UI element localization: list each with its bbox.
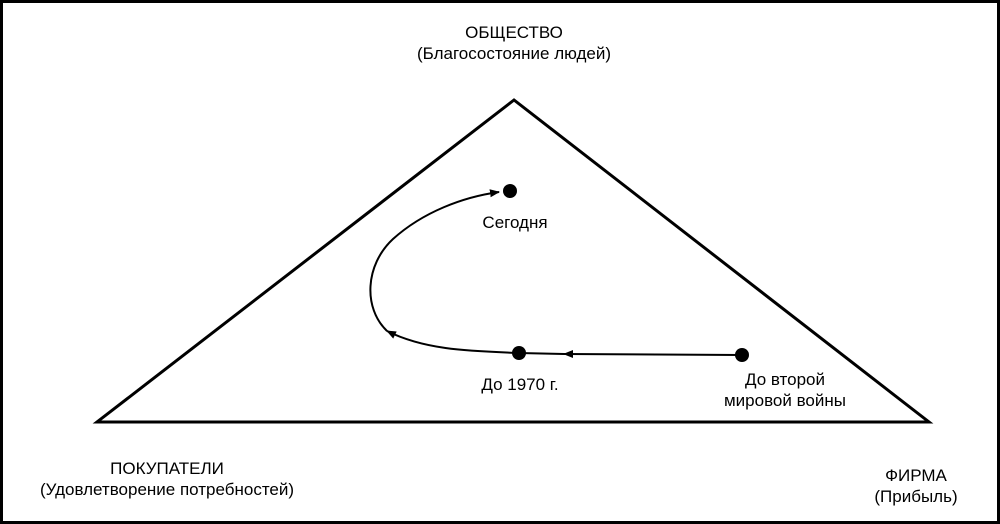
label-ww2-line2: мировой войны <box>723 391 846 410</box>
vertex-right-title: ФИРМА <box>885 466 947 485</box>
vertex-top-label: ОБЩЕСТВО (Благосостояние людей) <box>414 22 614 64</box>
point-today <box>503 184 517 198</box>
arrow-curve-to-today <box>369 189 500 332</box>
vertex-left-subtitle: (Удовлетворение потребностей) <box>39 480 295 499</box>
vertex-left-title: ПОКУПАТЕЛИ <box>110 459 224 478</box>
point-ww2 <box>735 348 749 362</box>
label-ww2-line1: До второй <box>745 370 825 389</box>
vertex-right-subtitle: (Прибыль) <box>874 487 958 506</box>
vertex-right-label: ФИРМА (Прибыль) <box>846 465 986 507</box>
vertex-left-label: ПОКУПАТЕЛИ (Удовлетворение потребностей) <box>17 458 317 500</box>
diagram-svg <box>92 98 934 424</box>
arrow-ww2-to-1970 <box>563 350 742 359</box>
arrow-1970-to-curve <box>386 330 520 354</box>
label-1970: До 1970 г. <box>481 375 559 394</box>
line-to-1970-point <box>518 352 565 355</box>
vertex-top-title: ОБЩЕСТВО <box>465 23 563 42</box>
triangle <box>92 98 934 424</box>
label-today: Сегодня <box>482 213 548 232</box>
point-1970 <box>512 346 526 360</box>
label-ww2: До второй мировой войны <box>705 369 865 411</box>
vertex-top-subtitle: (Благосостояние людей) <box>416 44 612 63</box>
